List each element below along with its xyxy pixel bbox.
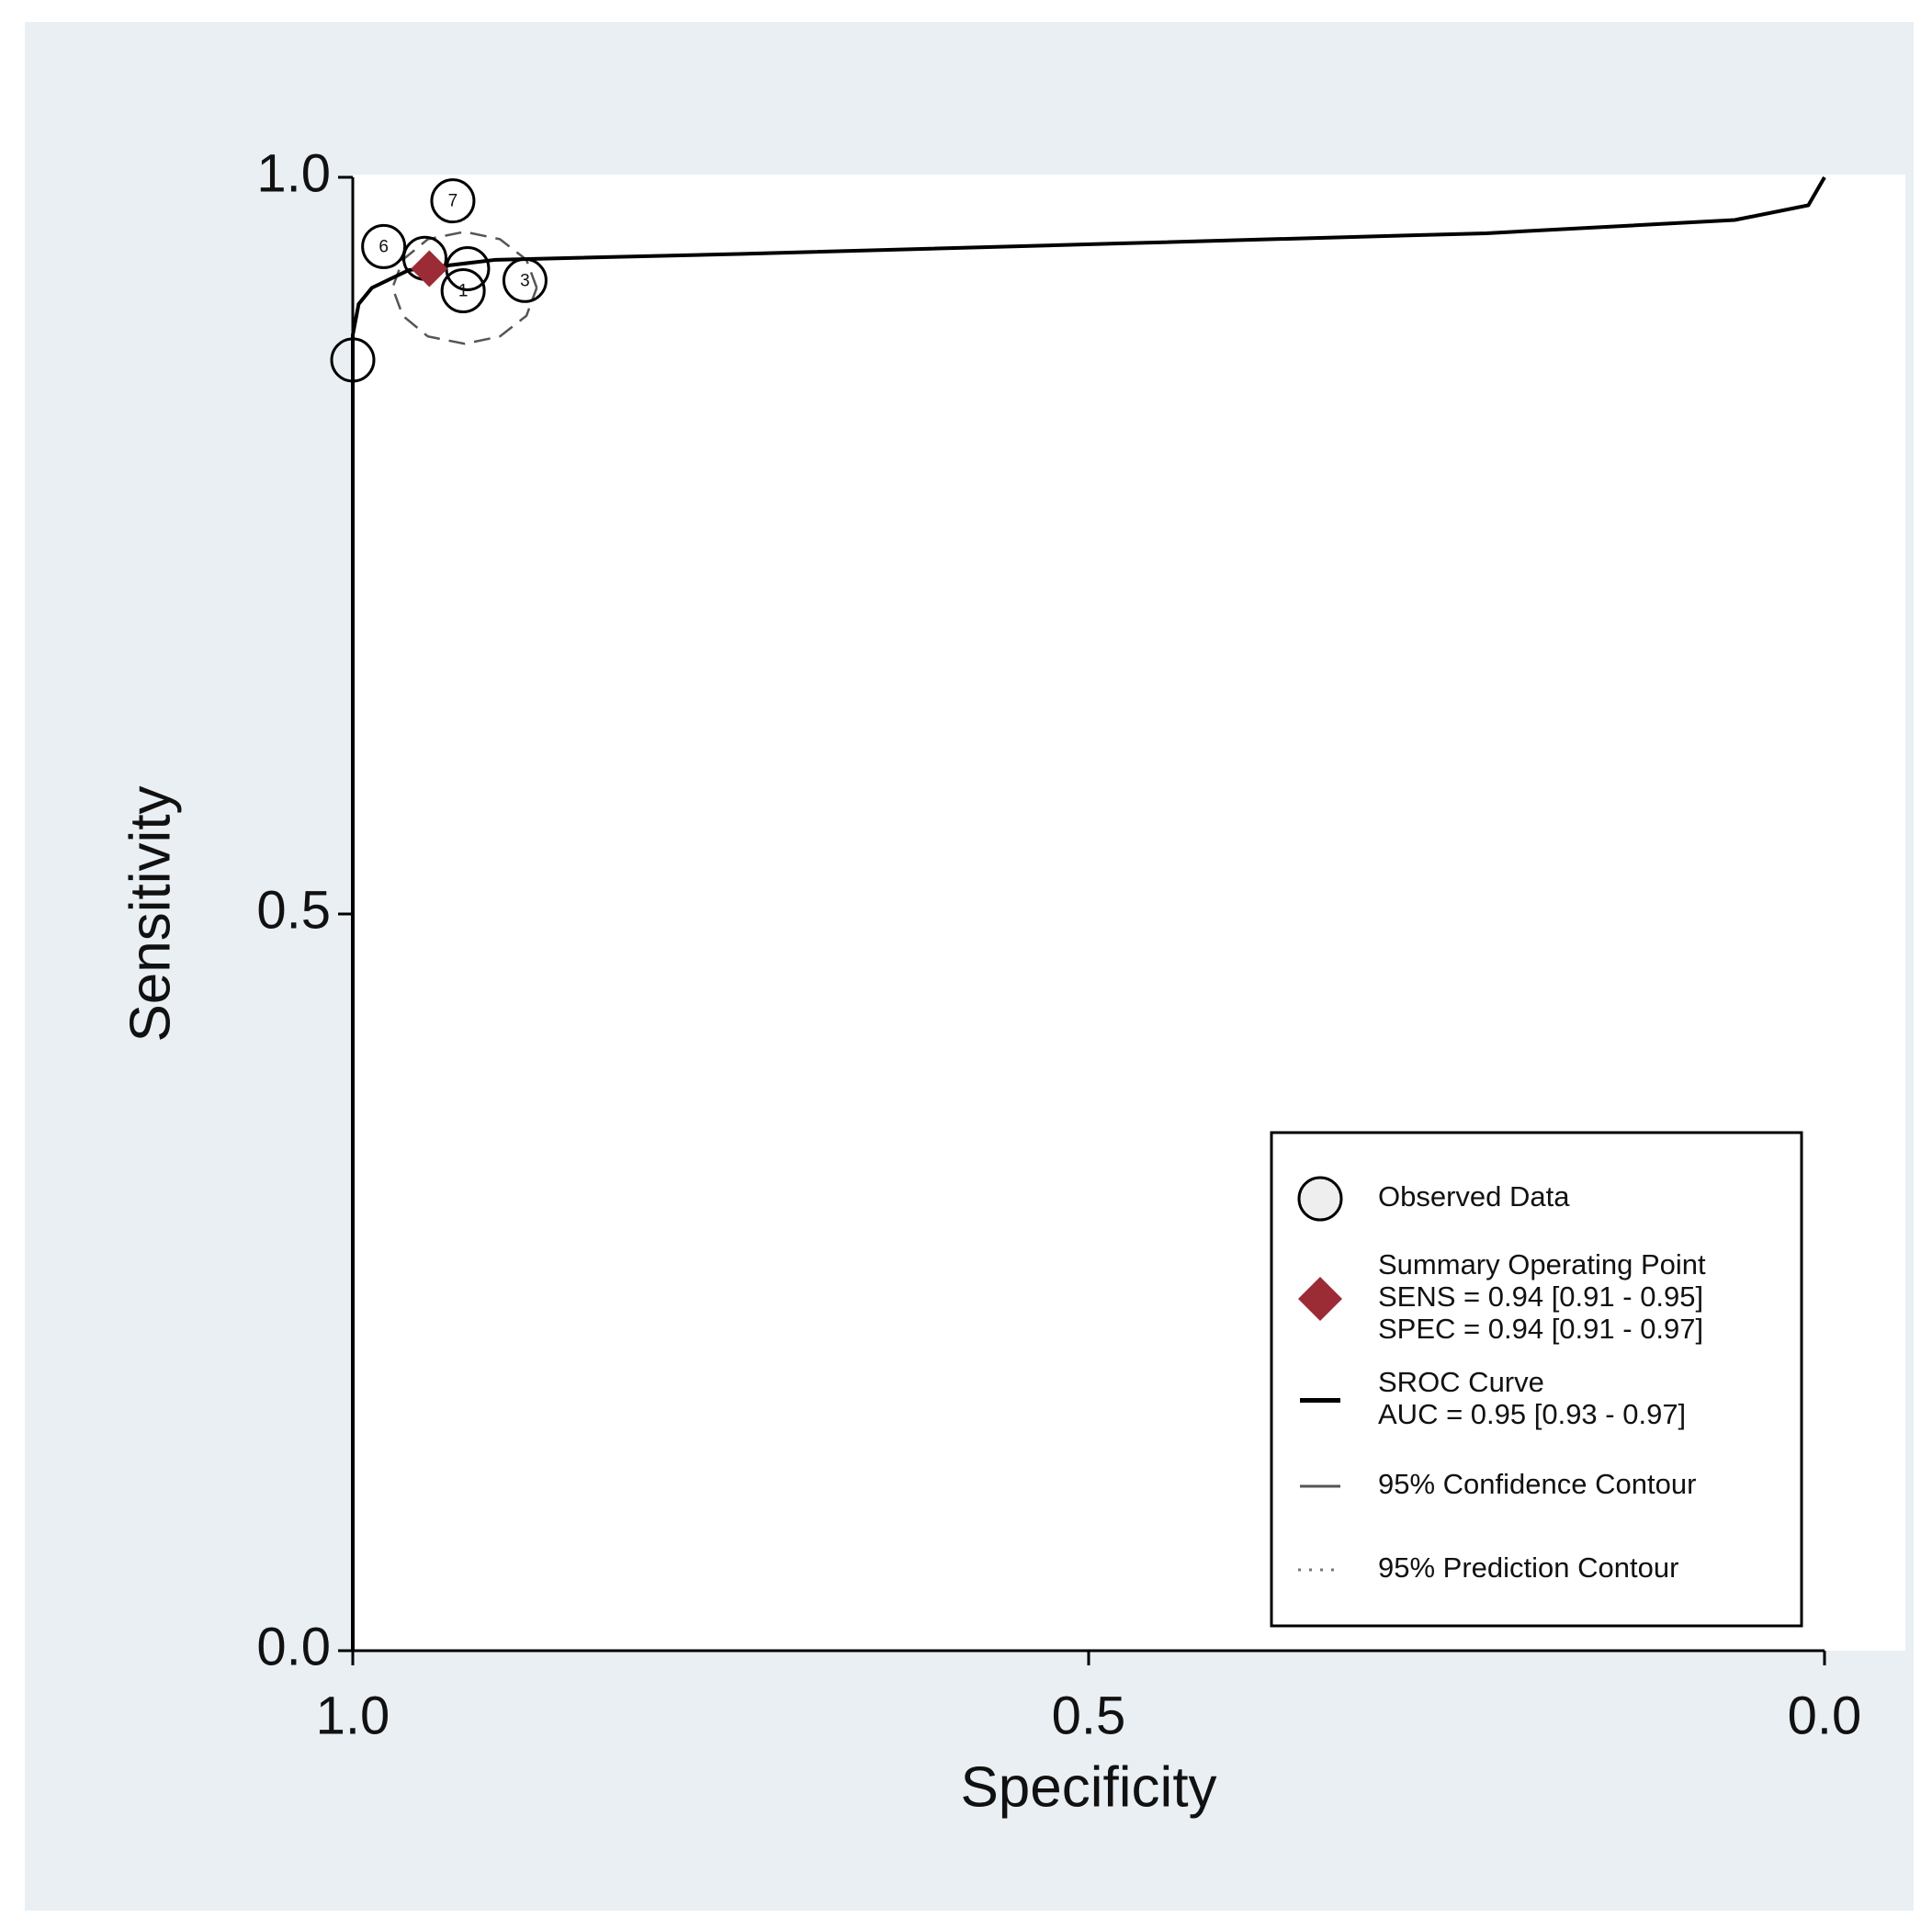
observed-point bbox=[430, 178, 476, 224]
confidence-contour bbox=[390, 231, 538, 345]
legend-symbol bbox=[1298, 1277, 1342, 1321]
observed-point bbox=[330, 337, 376, 383]
point-label: 1 bbox=[458, 282, 469, 301]
legend-detail: AUC = 0.95 [0.93 - 0.97] bbox=[1378, 1398, 1686, 1430]
observed-point bbox=[502, 257, 548, 303]
legend-detail: SENS = 0.94 [0.91 - 0.95] bbox=[1378, 1280, 1703, 1313]
legend-symbol bbox=[1297, 1176, 1343, 1222]
observed-point bbox=[361, 223, 407, 269]
point-label: 7 bbox=[448, 192, 458, 211]
summary-point bbox=[411, 250, 448, 288]
y-tick-label: 0.0 bbox=[256, 1617, 331, 1676]
y-tick-label: 0.5 bbox=[256, 880, 331, 940]
legend-label: SROC Curve bbox=[1378, 1366, 1544, 1398]
observed-point bbox=[440, 268, 486, 314]
point-label: 6 bbox=[378, 237, 389, 256]
x-axis-title: Specificity bbox=[960, 1755, 1216, 1819]
legend bbox=[1270, 1131, 1803, 1628]
sroc-curve bbox=[351, 175, 1826, 1651]
legend-label: Summary Operating Point bbox=[1378, 1248, 1706, 1280]
legend-label: Observed Data bbox=[1378, 1180, 1570, 1213]
legend-label: 95% Confidence Contour bbox=[1378, 1468, 1696, 1500]
x-tick-label: 1.0 bbox=[316, 1686, 390, 1745]
y-tick-label: 1.0 bbox=[256, 143, 331, 203]
y-axis-title: Sensitivity bbox=[119, 785, 182, 1042]
x-tick-label: 0.0 bbox=[1788, 1686, 1862, 1745]
point-label: 3 bbox=[520, 271, 530, 290]
legend-label: 95% Prediction Contour bbox=[1378, 1551, 1678, 1584]
legend-detail: SPEC = 0.94 [0.91 - 0.97] bbox=[1378, 1313, 1703, 1345]
x-tick-label: 0.5 bbox=[1052, 1686, 1126, 1745]
